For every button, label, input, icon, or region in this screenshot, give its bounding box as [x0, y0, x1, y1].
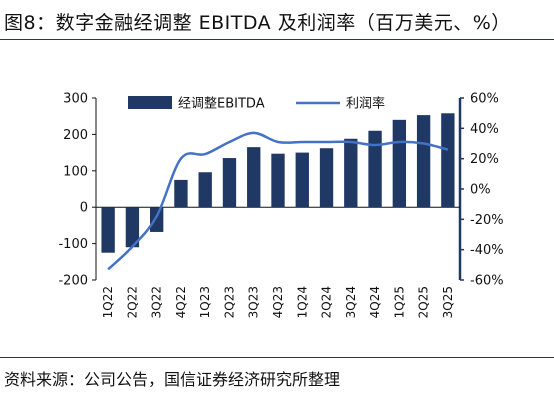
- x-tick-label: 3Q22: [150, 286, 164, 318]
- bar-2Q22: [125, 207, 140, 248]
- right-tick-label: 60%: [470, 92, 499, 107]
- right-tick-label: -20%: [470, 213, 504, 228]
- left-tick-label: -200: [58, 274, 88, 289]
- right-tick-label: -60%: [470, 274, 504, 289]
- x-tick-label: 1Q22: [101, 286, 115, 318]
- source-note: 资料来源：公司公告，国信证券经济研究所整理: [4, 370, 341, 389]
- x-tick-label: 2Q25: [417, 286, 431, 318]
- x-tick-label: 1Q23: [198, 286, 212, 318]
- bar-1Q22: [101, 207, 115, 253]
- right-tick-label: -40%: [470, 243, 504, 258]
- x-tick-label: 3Q25: [441, 286, 455, 318]
- bar-1Q25: [392, 119, 407, 208]
- bar-2Q25: [416, 115, 431, 208]
- plot-layer: -200 -100 0 100 200 300 -60% -40% -20% 0% 20% 40% 60…: [58, 92, 503, 319]
- bar-3Q23: [247, 147, 261, 208]
- x-tick-label: 1Q24: [295, 286, 309, 318]
- bar-4Q24: [368, 130, 382, 208]
- x-tick-label: 1Q25: [392, 286, 406, 318]
- bar-1Q24: [295, 152, 309, 208]
- left-tick-label: -100: [58, 237, 88, 252]
- legend-bar-swatch: [128, 96, 172, 109]
- bar-4Q22: [174, 179, 188, 208]
- x-tick-label: 3Q23: [247, 286, 261, 318]
- bar-3Q25: [441, 113, 455, 208]
- chart-title: 图8：数字金融经调整 EBITDA 及利润率（百万美元、%）: [4, 12, 511, 34]
- x-tick-label: 2Q24: [320, 286, 334, 318]
- bar-1Q23: [198, 172, 212, 208]
- left-tick-label: 0: [80, 201, 88, 216]
- left-tick-label: 100: [63, 164, 88, 179]
- x-tick-label: 3Q24: [344, 286, 358, 318]
- bar-4Q23: [271, 153, 285, 208]
- x-tick-label: 2Q22: [125, 286, 139, 318]
- x-tick-label: 2Q23: [222, 286, 236, 318]
- bar-2Q23: [222, 158, 237, 208]
- margin-line: [107, 131, 449, 271]
- x-tick-label: 4Q24: [368, 286, 382, 318]
- x-tick-label: 4Q23: [271, 286, 285, 318]
- legend-line-label: 利润率: [346, 96, 385, 112]
- x-tick-label: 4Q22: [174, 286, 188, 318]
- right-tick-label: 40%: [470, 122, 499, 137]
- bar-3Q22: [149, 207, 164, 232]
- right-tick-label: 0%: [470, 183, 491, 198]
- bar-3Q24: [344, 138, 358, 208]
- bar-2Q24: [319, 148, 334, 208]
- left-tick-label: 200: [63, 128, 88, 143]
- left-tick-label: 300: [63, 92, 88, 107]
- right-tick-label: 20%: [470, 152, 499, 167]
- legend-bar-label: 经调整EBITDA: [178, 97, 265, 112]
- source-divider: [0, 357, 554, 358]
- title-divider: [0, 39, 554, 40]
